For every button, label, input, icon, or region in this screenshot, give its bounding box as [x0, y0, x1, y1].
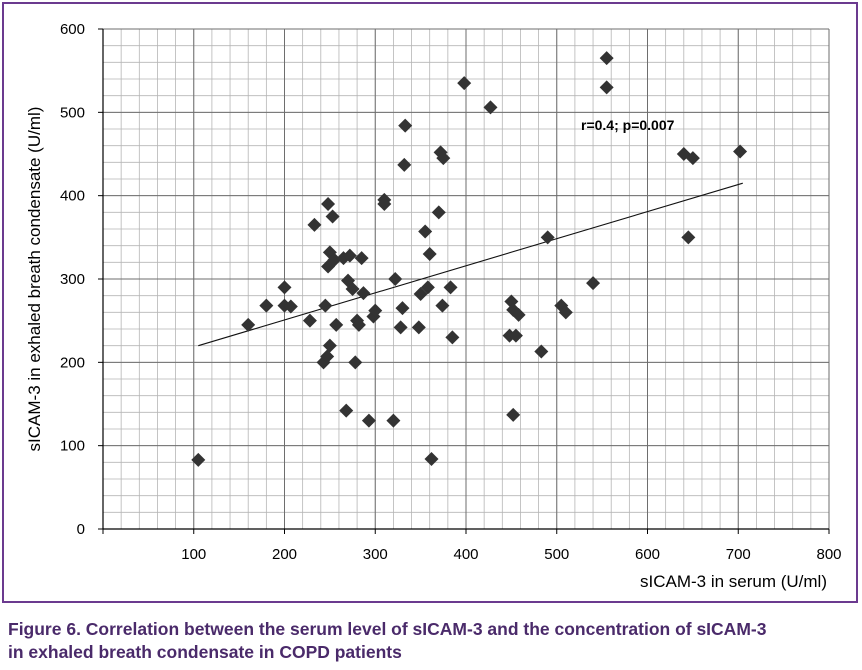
- data-point: [457, 76, 472, 91]
- data-point: [277, 280, 292, 295]
- x-tick-labels: 100 200 300 400 500 600 700 800: [181, 546, 841, 563]
- data-point: [431, 205, 446, 220]
- data-point: [191, 452, 206, 467]
- x-tick-label: 700: [726, 546, 751, 563]
- data-point: [388, 272, 403, 286]
- x-tick-label: 300: [363, 546, 388, 563]
- data-point: [241, 317, 256, 332]
- x-tick-label: 200: [272, 546, 297, 563]
- x-tick-label: 400: [453, 546, 478, 563]
- y-tick-label: 200: [60, 354, 85, 371]
- y-tick-label: 500: [60, 104, 85, 121]
- data-point: [318, 298, 333, 313]
- data-point: [599, 51, 614, 66]
- axes: [98, 28, 830, 534]
- data-point: [483, 100, 498, 115]
- trendline-group: [198, 182, 743, 347]
- data-point: [445, 330, 460, 345]
- data-point: [361, 413, 376, 428]
- x-tick-label: 600: [635, 546, 660, 563]
- data-point: [259, 298, 274, 313]
- x-tick-label: 500: [544, 546, 569, 563]
- y-tick-label: 400: [60, 188, 85, 205]
- x-tick-label: 800: [816, 546, 841, 563]
- y-axis-title: sICAM-3 in exhaled breath condensate (U/…: [25, 107, 44, 452]
- data-point: [325, 209, 340, 224]
- correlation-annotation: r=0.4; p=0.007: [581, 117, 675, 133]
- y-tick-label: 600: [60, 21, 85, 38]
- data-point: [534, 344, 549, 359]
- caption-line-1: Figure 6. Correlation between the serum …: [8, 619, 767, 639]
- data-point: [322, 245, 337, 260]
- data-point: [411, 320, 426, 335]
- data-point: [733, 144, 748, 159]
- data-point: [420, 280, 435, 295]
- data-point: [398, 118, 413, 133]
- data-point: [327, 252, 342, 267]
- y-tick-label: 300: [60, 271, 85, 288]
- y-tick-label: 100: [60, 438, 85, 455]
- data-point: [322, 338, 337, 353]
- data-point: [435, 298, 450, 313]
- data-point: [540, 230, 555, 245]
- data-point: [320, 349, 335, 364]
- data-point: [424, 452, 439, 466]
- data-point: [302, 313, 317, 328]
- data-point: [283, 299, 298, 314]
- figure-caption: Figure 6. Correlation between the serum …: [8, 618, 858, 664]
- scatter-chart: 100 200 300 400 500 600 700 800 0 100 200 300 400 50…: [25, 21, 842, 591]
- data-point: [422, 247, 437, 261]
- data-point: [508, 328, 523, 343]
- data-point: [348, 355, 363, 370]
- y-tick-label: 0: [77, 521, 85, 538]
- data-point: [339, 403, 354, 418]
- data-point: [342, 248, 357, 263]
- data-point: [354, 251, 369, 266]
- data-point: [377, 197, 392, 211]
- data-point: [586, 276, 601, 291]
- caption-line-2: in exhaled breath condensate in COPD pat…: [8, 642, 402, 662]
- data-point: [393, 320, 408, 335]
- trendline: [198, 182, 743, 347]
- x-tick-label: 100: [181, 546, 206, 563]
- data-point: [329, 317, 344, 332]
- data-point: [356, 286, 371, 301]
- x-axis-title: sICAM-3 in serum (U/ml): [640, 572, 827, 591]
- data-point: [511, 307, 526, 322]
- data-point: [345, 282, 360, 296]
- data-point: [397, 157, 412, 172]
- data-point: [307, 217, 322, 232]
- data-point: [321, 197, 336, 211]
- data-point: [443, 280, 458, 295]
- data-point: [368, 303, 383, 318]
- data-point: [599, 80, 614, 95]
- data-point: [558, 305, 573, 320]
- data-point: [395, 301, 410, 316]
- data-point: [436, 151, 451, 166]
- data-point: [681, 230, 696, 245]
- data-point: [418, 224, 433, 239]
- data-point: [386, 413, 401, 428]
- data-point: [351, 317, 366, 332]
- y-tick-labels: 0 100 200 300 400 500 600: [60, 21, 85, 538]
- data-point: [685, 151, 700, 166]
- data-points: [191, 51, 748, 467]
- data-point: [506, 407, 521, 422]
